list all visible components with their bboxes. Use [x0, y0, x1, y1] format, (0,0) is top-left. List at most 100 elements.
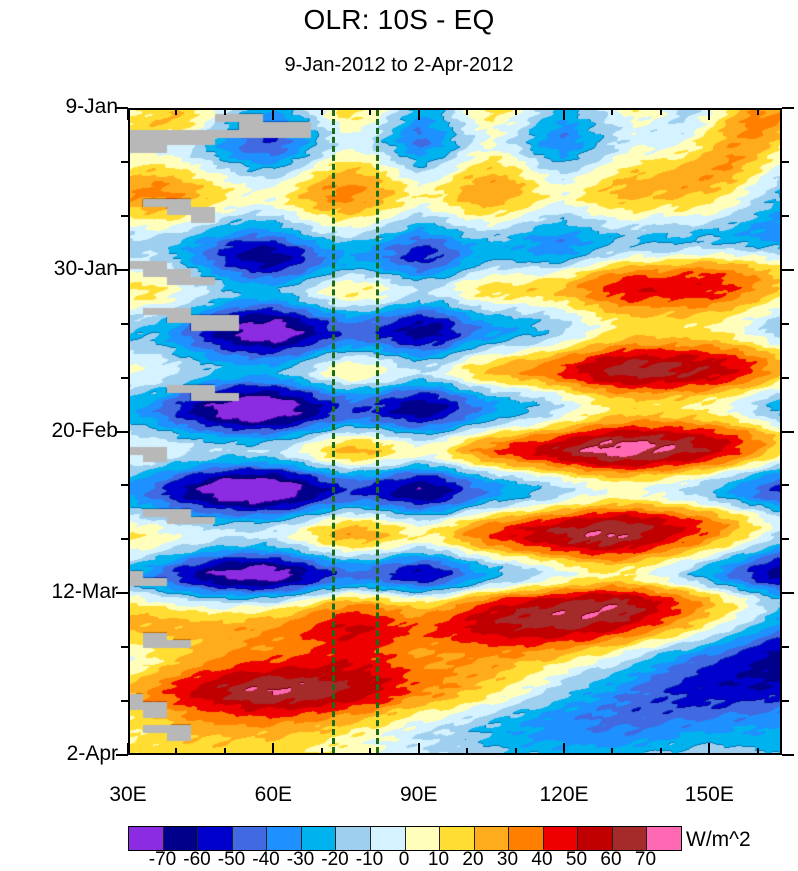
- colorbar-tick-label: -70: [148, 849, 177, 870]
- colorbar-swatch: [267, 827, 302, 850]
- x-axis-minor-tick: [175, 748, 178, 755]
- y-axis-major-tick: [782, 268, 794, 271]
- x-axis-major-tick: [708, 108, 711, 120]
- x-axis-major-tick: [272, 743, 275, 755]
- x-axis-minor-tick: [756, 108, 759, 115]
- colorbar-tick-label: -60: [183, 849, 211, 870]
- x-axis-major-tick: [417, 108, 420, 120]
- colorbar-swatch: [232, 827, 268, 850]
- y-axis-major-tick: [782, 754, 794, 756]
- y-axis-minor-tick: [121, 160, 128, 163]
- x-axis-minor-tick: [514, 108, 517, 115]
- colorbar-swatch: [198, 827, 233, 850]
- colorbar-swatch: [405, 827, 441, 850]
- y-axis-minor-tick: [121, 322, 128, 325]
- x-axis-major-tick: [563, 743, 565, 755]
- olr-heatmap-canvas: [130, 110, 780, 753]
- y-axis-minor-tick: [121, 646, 128, 649]
- x-axis-minor-tick: [223, 748, 226, 755]
- colorbar-tick-label: 50: [565, 849, 588, 870]
- y-axis-minor-tick: [782, 646, 789, 649]
- y-axis-minor-tick: [782, 214, 789, 217]
- colorbar-swatch: [543, 827, 579, 850]
- x-axis-minor-tick: [659, 108, 662, 115]
- colorbar-tick-label: 60: [600, 849, 622, 870]
- colorbar-swatch: [647, 827, 681, 850]
- y-axis-minor-tick: [121, 484, 128, 487]
- colorbar-tick-label: 30: [496, 849, 519, 870]
- y-axis-minor-tick: [121, 700, 128, 703]
- colorbar-tick-label: 10: [427, 849, 450, 870]
- y-axis-minor-tick: [782, 322, 789, 325]
- colorbar-tick-label: -30: [286, 849, 315, 870]
- x-axis-major-tick: [417, 743, 420, 755]
- x-axis-tick-label: 120E: [539, 783, 589, 806]
- plot-area: [128, 108, 782, 755]
- colorbar-tick-label: 0: [398, 849, 410, 870]
- x-axis-minor-tick: [514, 748, 517, 755]
- y-axis-minor-tick: [782, 700, 789, 703]
- y-axis-minor-tick: [782, 484, 789, 487]
- x-axis-minor-tick: [466, 748, 469, 755]
- y-axis-minor-tick: [782, 538, 789, 541]
- colorbar-units-label: W/m^2: [686, 828, 751, 851]
- y-axis-major-tick: [116, 107, 128, 109]
- subtitle: 9-Jan-2012 to 2-Apr-2012: [284, 54, 514, 76]
- reference-line: [332, 110, 336, 753]
- x-axis-major-tick: [127, 743, 129, 755]
- colorbar-tick-label: 70: [634, 849, 657, 870]
- colorbar-swatch: [370, 827, 406, 850]
- colorbar-swatch: [440, 827, 475, 850]
- colorbar-tick-label: 40: [531, 849, 553, 870]
- y-axis-minor-tick: [121, 376, 128, 379]
- y-axis-major-tick: [782, 430, 794, 433]
- y-axis-major-tick: [782, 107, 794, 109]
- x-axis-minor-tick: [320, 748, 323, 755]
- colorbar-swatch: [301, 827, 337, 850]
- colorbar-tick-label: -40: [252, 849, 280, 870]
- y-axis-minor-tick: [782, 160, 789, 163]
- x-axis-major-tick: [127, 108, 129, 120]
- colorbar-swatch: [509, 827, 544, 850]
- x-axis-minor-tick: [175, 108, 178, 115]
- x-axis-tick-label: 150E: [684, 783, 734, 806]
- x-axis-minor-tick: [756, 748, 759, 755]
- x-axis-minor-tick: [466, 108, 469, 115]
- y-axis-tick-label: 2-Apr: [66, 742, 118, 765]
- y-axis-major-tick: [116, 592, 128, 595]
- y-axis-tick-label: 9-Jan: [65, 95, 118, 118]
- x-axis-minor-tick: [659, 748, 662, 755]
- x-axis-minor-tick: [369, 108, 372, 115]
- colorbar-tick-label: 20: [462, 849, 484, 870]
- colorbar-swatch: [612, 827, 648, 850]
- y-axis-major-tick: [116, 754, 128, 756]
- colorbar-tick-label: -10: [355, 849, 384, 870]
- colorbar-tick-label: -20: [321, 849, 349, 870]
- y-axis-minor-tick: [121, 214, 128, 217]
- x-axis-tick-label: 60E: [254, 783, 293, 806]
- page-title: OLR: 10S - EQ: [303, 4, 495, 35]
- colorbar-tick-label: -50: [217, 849, 246, 870]
- colorbar-swatch: [163, 827, 199, 850]
- y-axis-major-tick: [782, 592, 794, 595]
- colorbar: [128, 826, 682, 851]
- y-axis-tick-label: 20-Feb: [51, 418, 118, 442]
- x-axis-minor-tick: [611, 748, 614, 755]
- x-axis-minor-tick: [223, 108, 226, 115]
- x-axis-tick-label: 30E: [109, 783, 147, 806]
- y-axis-minor-tick: [782, 376, 789, 379]
- reference-line: [375, 110, 379, 753]
- x-axis-minor-tick: [320, 108, 323, 115]
- x-axis-minor-tick: [611, 108, 614, 115]
- y-axis-minor-tick: [121, 538, 128, 541]
- colorbar-swatch: [578, 827, 613, 850]
- x-axis-minor-tick: [369, 748, 372, 755]
- y-axis-tick-label: 12-Mar: [51, 580, 118, 604]
- x-axis-tick-label: 90E: [399, 783, 438, 806]
- x-axis-major-tick: [563, 108, 565, 120]
- x-axis-major-tick: [708, 743, 711, 755]
- colorbar-swatch: [129, 827, 164, 850]
- y-axis-tick-label: 30-Jan: [53, 256, 118, 280]
- y-axis-major-tick: [116, 268, 128, 271]
- y-axis-major-tick: [116, 430, 128, 433]
